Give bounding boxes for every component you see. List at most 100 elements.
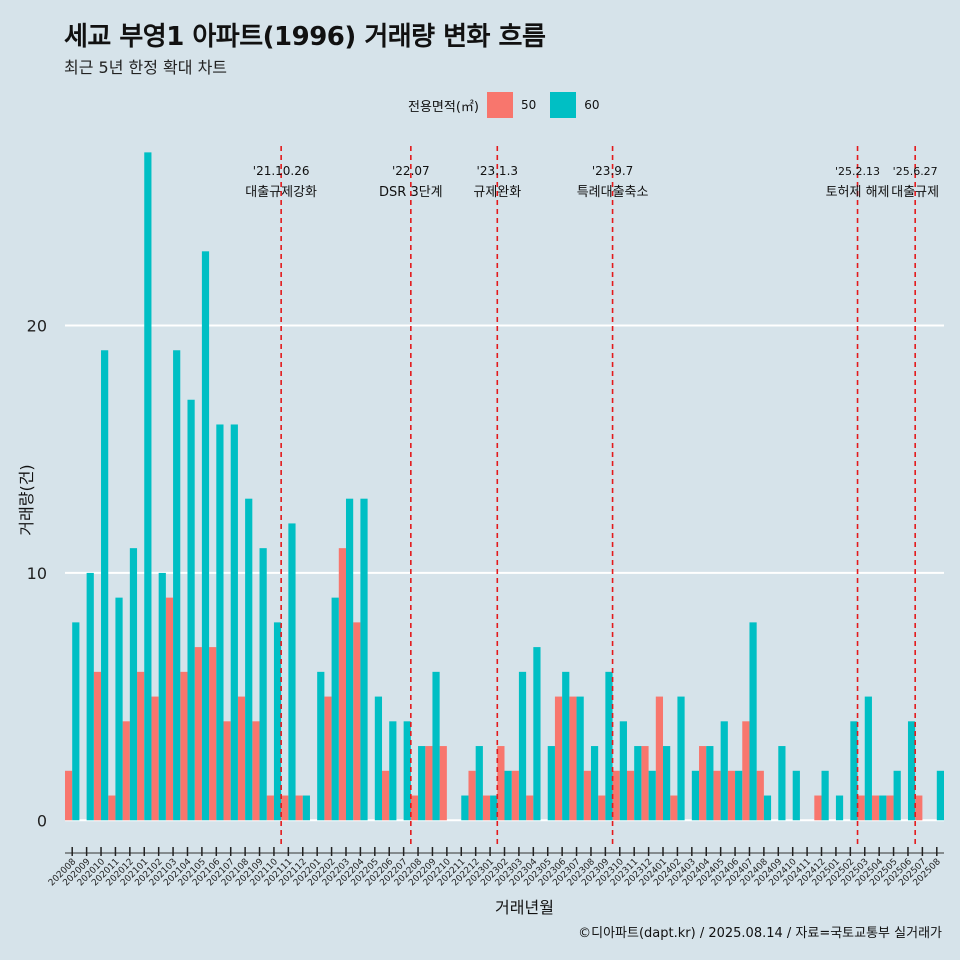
bar-50-202203: [338, 548, 346, 821]
bar-60-202008: [72, 622, 80, 821]
event-label-1: DSR 3단계: [379, 185, 443, 200]
event-label-3: 특례대출축소: [577, 185, 649, 200]
bar-50-202010: [93, 671, 102, 821]
chart-title: 세교 부영1 아파트(1996) 거래량 변화 흐름: [64, 22, 546, 52]
bar-50-202306: [554, 696, 563, 821]
bar-50-202110: [266, 795, 274, 821]
bar-60-202108: [245, 498, 253, 821]
event-label-2: 규제완화: [473, 185, 521, 200]
bar-60-202107: [230, 424, 238, 821]
bar-60-202505: [893, 770, 901, 821]
bar-50-202401: [655, 696, 664, 821]
bar-60-202410: [792, 770, 800, 821]
bar-50-202406: [727, 770, 736, 821]
bar-60-202408: [763, 795, 772, 821]
bar-60-202402: [677, 696, 685, 821]
legend-swatch-50: [486, 92, 513, 118]
bar-60-202201: [317, 671, 325, 821]
bar-60-202111: [288, 523, 296, 821]
event-date-5: '25.6.27: [893, 165, 938, 178]
bar-50-202102: [151, 696, 159, 821]
bar-50-202402: [670, 795, 678, 821]
bar-60-202306: [562, 671, 570, 821]
event-date-2: '23.1.3: [477, 164, 518, 178]
bar-50-202303: [511, 770, 519, 821]
bar-50-202304: [526, 795, 534, 821]
bar-50-202101: [137, 671, 145, 821]
bar-60-202202: [331, 597, 339, 821]
bar-60-202302: [504, 770, 512, 821]
bar-60-202307: [576, 696, 584, 821]
bar-60-202401: [663, 746, 671, 821]
credit-text: ©디아파트(dapt.kr) / 2025.08.14 / 자료=국토교통부 실…: [578, 926, 942, 941]
bar-60-202404: [706, 746, 714, 821]
bar-60-202311: [634, 746, 642, 821]
bar-60-202211: [461, 795, 469, 821]
bar-50-202104: [180, 671, 188, 821]
bar-60-202102: [158, 572, 166, 821]
event-date-0: '21.10.26: [253, 164, 310, 178]
bar-60-202106: [216, 424, 224, 821]
y-tick-label-0: 0: [37, 811, 47, 830]
bar-50-202507: [915, 795, 923, 821]
legend-label-50: 50: [520, 98, 537, 112]
bar-60-202206: [389, 721, 397, 821]
bar-60-202312: [648, 770, 656, 821]
bar-50-202408: [756, 770, 764, 821]
bar-50-202107: [223, 721, 231, 821]
bar-50-202105: [194, 647, 202, 821]
bar-50-202210: [439, 746, 447, 821]
bar-60-202009: [86, 572, 94, 821]
bar-60-202503: [864, 696, 872, 821]
bar-60-202409: [778, 746, 786, 821]
bar-50-202008: [65, 770, 73, 821]
bar-60-202103: [173, 350, 181, 821]
bar-50-202301: [482, 795, 491, 821]
event-date-4: '25.2.13: [835, 165, 880, 178]
bar-50-202111: [281, 795, 289, 821]
bar-60-202310: [619, 721, 627, 821]
bar-50-202505: [886, 795, 894, 821]
bar-60-202010: [101, 350, 109, 821]
bar-60-202207: [403, 721, 411, 821]
bar-60-202508: [936, 770, 944, 821]
y-tick-label-10: 10: [27, 564, 47, 583]
bar-50-202405: [713, 770, 721, 821]
bar-60-202506: [907, 721, 916, 821]
bar-50-202302: [497, 746, 505, 821]
bar-60-202403: [691, 770, 700, 821]
bar-60-202112: [302, 795, 310, 821]
bar-50-202206: [382, 770, 390, 821]
bar-60-202501: [835, 795, 844, 821]
y-tick-label-20: 20: [27, 317, 47, 336]
bar-50-202308: [583, 770, 591, 821]
bar-50-202103: [165, 597, 174, 821]
x-axis-title: 거래년월: [495, 898, 554, 917]
bar-60-202204: [360, 498, 368, 821]
bar-50-202312: [641, 746, 649, 821]
bar-60-202208: [418, 746, 426, 821]
bar-60-202412: [821, 770, 829, 821]
event-label-4: 토허제 해제: [826, 185, 890, 200]
bar-60-202308: [590, 746, 599, 821]
bar-50-202208: [410, 795, 419, 821]
bar-50-202310: [612, 770, 620, 821]
event-date-3: '23.9.7: [592, 164, 633, 178]
bar-50-202012: [122, 721, 130, 821]
chart-subtitle: 최근 5년 한정 확대 차트: [64, 58, 228, 77]
bar-60-202301: [490, 795, 498, 821]
legend: 전용면적(㎡) 50 60: [408, 92, 614, 118]
bar-50-202504: [871, 795, 880, 821]
bar-60-202309: [605, 671, 613, 821]
bar-60-202101: [144, 152, 152, 821]
bar-60-202406: [735, 770, 743, 821]
event-date-1: '22.07: [392, 164, 430, 178]
bar-50-202212: [468, 770, 476, 821]
bar-50-202412: [814, 795, 822, 821]
bar-50-202011: [108, 795, 116, 821]
bar-60-202110: [273, 622, 282, 821]
legend-label-60: 60: [584, 98, 600, 112]
bar-50-202109: [252, 721, 260, 821]
legend-swatch-60: [550, 92, 577, 118]
